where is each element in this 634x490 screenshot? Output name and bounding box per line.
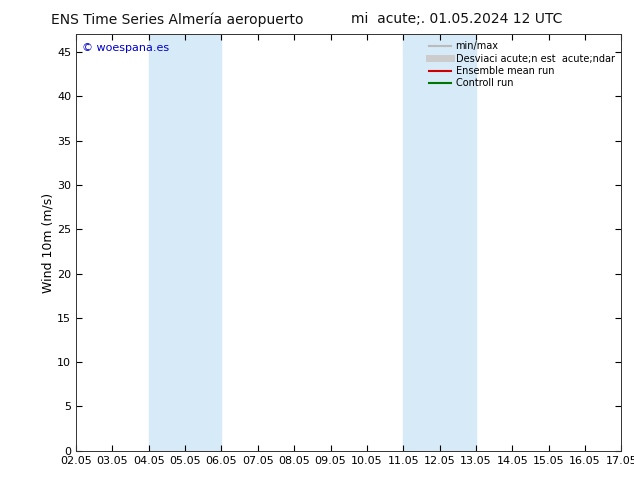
Bar xyxy=(149,34,221,451)
Text: © woespana.es: © woespana.es xyxy=(82,43,169,52)
Text: mi  acute;. 01.05.2024 12 UTC: mi acute;. 01.05.2024 12 UTC xyxy=(351,12,562,26)
Bar xyxy=(403,34,476,451)
Y-axis label: Wind 10m (m/s): Wind 10m (m/s) xyxy=(41,193,55,293)
Legend: min/max, Desviaci acute;n est  acute;ndar, Ensemble mean run, Controll run: min/max, Desviaci acute;n est acute;ndar… xyxy=(427,39,616,90)
Text: ENS Time Series Almería aeropuerto: ENS Time Series Almería aeropuerto xyxy=(51,12,304,27)
